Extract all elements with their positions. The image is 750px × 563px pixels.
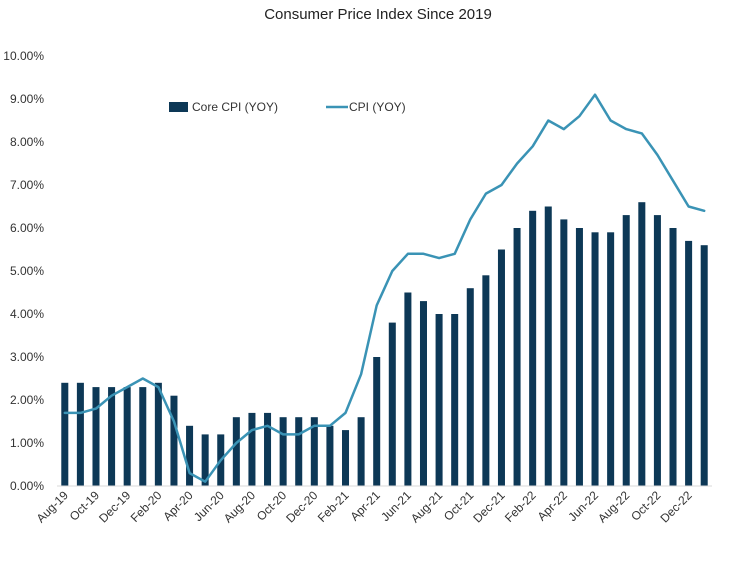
core-cpi-bar (108, 387, 116, 486)
core-cpi-bar (295, 417, 303, 486)
y-axis: 0.00% 1.00% 2.00% 3.00% 4.00% 5.00% 6.00% 7.00%… (3, 49, 44, 493)
legend-label-cpi: CPI (YOY) (349, 100, 406, 114)
core-cpi-bar (264, 412, 272, 486)
core-cpi-bar (513, 228, 521, 486)
core-cpi-bar (575, 228, 583, 486)
x-tick-label: Aug-21 (408, 488, 445, 525)
core-cpi-bar (404, 292, 412, 486)
core-cpi-bar (61, 382, 69, 486)
core-cpi-bar (357, 417, 365, 486)
y-tick-label: 5.00% (10, 264, 44, 278)
x-tick-label: Feb-20 (128, 488, 165, 525)
legend-swatch-core-cpi (169, 102, 188, 112)
x-tick-label: Dec-22 (657, 488, 694, 525)
cpi-line-layer (63, 93, 706, 483)
y-tick-label: 8.00% (10, 135, 44, 149)
core-cpi-bar (435, 314, 443, 486)
core-cpi-bar (232, 417, 240, 486)
core-cpi-bar (451, 314, 459, 486)
x-tick-label: Apr-22 (535, 488, 571, 524)
core-cpi-bar (544, 206, 552, 486)
core-cpi-bar (170, 395, 178, 486)
y-tick-label: 2.00% (10, 393, 44, 407)
y-tick-label: 1.00% (10, 436, 44, 450)
x-tick-label: Jun-21 (378, 488, 414, 524)
core-cpi-bar (497, 249, 505, 486)
x-tick-label: Feb-22 (502, 488, 539, 525)
core-cpi-bar (123, 387, 131, 486)
x-tick-label: Oct-21 (441, 488, 477, 524)
y-tick-label: 9.00% (10, 92, 44, 106)
core-cpi-bar (139, 387, 147, 486)
core-cpi-bar (591, 232, 599, 486)
core-cpi-bar (419, 301, 427, 486)
x-tick-label: Apr-20 (160, 488, 196, 524)
core-cpi-bar (154, 382, 162, 486)
x-tick-label: Dec-19 (96, 488, 133, 525)
x-axis: Aug-19Oct-19Dec-19Feb-20Apr-20Jun-20Aug-… (34, 488, 695, 525)
x-tick-label: Jun-22 (565, 488, 601, 524)
core-cpi-bar (622, 215, 630, 486)
core-cpi-bar (92, 387, 100, 486)
x-tick-label: Aug-20 (221, 488, 258, 525)
core-cpi-bars (61, 202, 708, 487)
core-cpi-bar (342, 430, 350, 486)
x-tick-label: Apr-21 (347, 488, 383, 524)
x-tick-label: Oct-19 (67, 488, 103, 524)
x-tick-label: Dec-21 (470, 488, 507, 525)
legend-label-core-cpi: Core CPI (YOY) (192, 100, 278, 114)
core-cpi-bar (482, 275, 490, 486)
core-cpi-bar (653, 215, 661, 486)
y-tick-label: 7.00% (10, 178, 44, 192)
core-cpi-bar (373, 357, 381, 486)
core-cpi-bar (560, 219, 568, 486)
core-cpi-bar (638, 202, 646, 486)
core-cpi-bar (669, 228, 677, 486)
x-tick-label: Jun-20 (191, 488, 227, 524)
x-tick-label: Dec-20 (283, 488, 320, 525)
core-cpi-bar (326, 425, 334, 486)
core-cpi-bar (685, 240, 693, 486)
core-cpi-bar (76, 382, 84, 486)
chart-title: Consumer Price Index Since 2019 (264, 6, 492, 23)
core-cpi-bar (310, 417, 318, 486)
x-tick-label: Oct-20 (254, 488, 290, 524)
y-tick-label: 0.00% (10, 479, 44, 493)
core-cpi-bar (529, 210, 537, 487)
legend: Core CPI (YOY) CPI (YOY) (169, 100, 406, 114)
x-tick-label: Oct-22 (628, 488, 664, 524)
core-cpi-bar (466, 288, 474, 486)
y-tick-label: 10.00% (3, 49, 44, 63)
core-cpi-bar (607, 232, 615, 486)
y-tick-label: 3.00% (10, 350, 44, 364)
core-cpi-bar (388, 322, 396, 486)
core-cpi-bar (700, 245, 708, 486)
y-tick-label: 6.00% (10, 221, 44, 235)
core-cpi-bar (279, 417, 287, 486)
cpi-line (63, 93, 706, 483)
core-cpi-bar (186, 425, 194, 486)
core-cpi-bar (201, 434, 209, 486)
core-cpi-bar (248, 412, 256, 486)
y-tick-label: 4.00% (10, 307, 44, 321)
x-tick-label: Aug-19 (34, 488, 71, 525)
x-tick-label: Aug-22 (595, 488, 632, 525)
x-tick-label: Feb-21 (315, 488, 352, 525)
